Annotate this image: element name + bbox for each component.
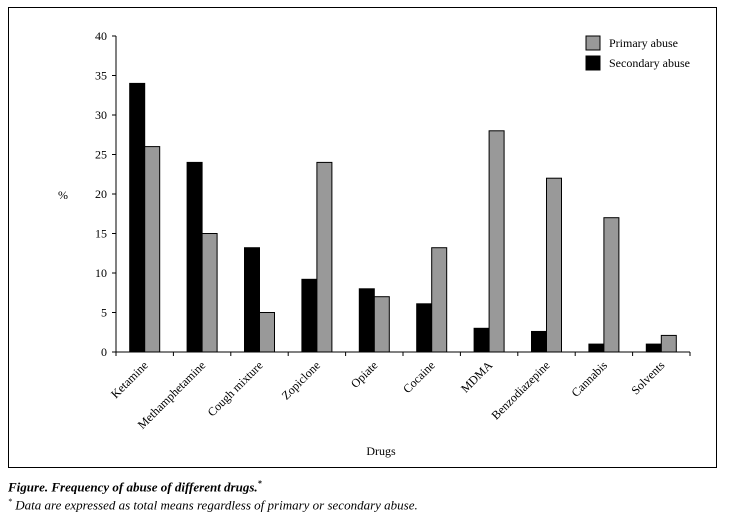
bar-secondary-abuse-methamphetamine	[186, 161, 203, 353]
bar-secondary-abuse-mdma	[473, 327, 490, 353]
legend-label-secondary-abuse: Secondary abuse	[609, 56, 690, 70]
x-axis-label: Drugs	[366, 444, 396, 458]
x-tick-label-cannabis: Cannabis	[569, 358, 611, 400]
x-tick-label-cough-mixture: Cough mixture	[205, 358, 266, 419]
bar-primary-abuse-ketamine	[144, 146, 161, 353]
figure-caption: Figure. Frequency of abuse of different …	[8, 479, 262, 495]
caption-note-footnote-mark: *	[8, 497, 12, 506]
chart-frame	[8, 7, 717, 468]
x-tick-label-benzodiazepine: Benzodiazepine	[489, 358, 553, 422]
bar-primary-abuse-cocaine	[431, 247, 448, 353]
y-tick-label: 20	[95, 187, 107, 201]
x-tick-label-mdma: MDMA	[458, 358, 495, 395]
x-tick-label-solvents: Solvents	[628, 358, 667, 397]
y-tick-label: 15	[95, 227, 107, 241]
bar-primary-abuse-mdma	[488, 130, 505, 353]
bar-secondary-abuse-cough-mixture	[244, 247, 260, 353]
bar-primary-abuse-zopiclone	[316, 161, 333, 353]
bar-secondary-abuse-ketamine	[129, 82, 146, 353]
x-tick-label-ketamine: Ketamine	[108, 358, 151, 401]
y-tick-label: 40	[95, 29, 107, 43]
bar-primary-abuse-opiate	[373, 296, 390, 353]
y-tick-label: 25	[95, 148, 107, 162]
bar-secondary-abuse-solvents	[645, 343, 662, 353]
legend-swatch-secondary-abuse	[585, 55, 601, 71]
bar-primary-abuse-methamphetamine	[201, 233, 218, 353]
y-tick-label: 35	[95, 69, 107, 83]
caption-note-text: Data are expressed as total means regard…	[12, 497, 418, 513]
bar-secondary-abuse-zopiclone	[301, 278, 318, 353]
bar-secondary-abuse-opiate	[358, 288, 375, 353]
bar-secondary-abuse-cannabis	[588, 343, 605, 353]
y-tick-label: 5	[101, 306, 107, 320]
x-tick-label-cocaine: Cocaine	[400, 358, 438, 396]
bar-secondary-abuse-cocaine	[416, 303, 433, 353]
bar-primary-abuse-cannabis	[603, 217, 620, 353]
bar-primary-abuse-solvents	[660, 334, 677, 353]
legend-swatch-primary-abuse	[585, 35, 601, 51]
y-tick-label: 10	[95, 266, 107, 280]
y-axis-label: %	[58, 188, 68, 202]
legend-label-primary-abuse: Primary abuse	[609, 36, 678, 50]
y-tick-label: 0	[101, 345, 107, 359]
figure-footnote: * Data are expressed as total means rega…	[8, 497, 418, 513]
caption-title-footnote-mark: *	[257, 479, 262, 488]
x-tick-label-opiate: Opiate	[348, 358, 381, 391]
bar-primary-abuse-benzodiazepine	[546, 177, 562, 353]
y-tick-label: 30	[95, 108, 107, 122]
bar-primary-abuse-cough-mixture	[259, 312, 275, 353]
caption-title-text: Figure. Frequency of abuse of different …	[8, 479, 258, 495]
bar-secondary-abuse-benzodiazepine	[531, 330, 547, 353]
x-tick-label-zopiclone: Zopiclone	[279, 358, 323, 402]
